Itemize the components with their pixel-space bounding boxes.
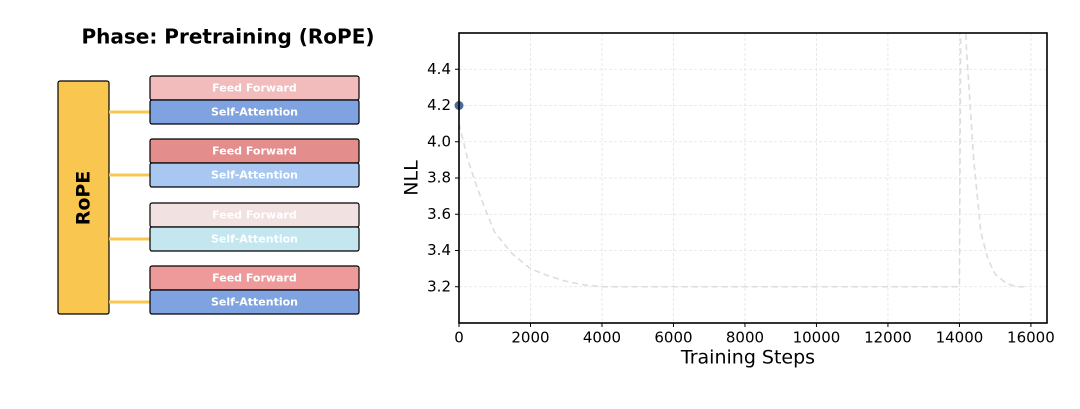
plot-frame [458, 32, 1048, 324]
x-tick-label: 6000 [654, 329, 692, 347]
loss-line [459, 33, 1028, 288]
layer-label: Self-Attention [211, 106, 298, 119]
layer-box [149, 99, 360, 125]
y-tick-label: 3.6 [427, 205, 451, 223]
side-box [57, 80, 110, 315]
y-axis-label: NLL [401, 160, 423, 196]
x-tick-label: 0 [454, 329, 464, 347]
x-tick-label: 12000 [864, 329, 912, 347]
layer-label: Self-Attention [211, 169, 298, 182]
layer-label: Feed Forward [212, 209, 297, 222]
layer-label: Self-Attention [211, 233, 298, 246]
y-tick-label: 3.8 [427, 169, 451, 187]
layer-label: Feed Forward [212, 82, 297, 95]
y-tick-label: 4.4 [427, 60, 451, 78]
x-tick-label: 10000 [793, 329, 841, 347]
layer-label: Feed Forward [212, 272, 297, 285]
layer-box [149, 289, 360, 315]
x-tick-label: 14000 [936, 329, 984, 347]
x-tick-label: 4000 [583, 329, 621, 347]
x-tick-label: 2000 [511, 329, 549, 347]
layer-label: Feed Forward [212, 145, 297, 158]
x-axis-label: Training Steps [680, 347, 815, 369]
x-tick-label: 16000 [1007, 329, 1055, 347]
y-tick-label: 4.0 [427, 132, 451, 150]
layer-box [149, 162, 360, 188]
diagram-title: Phase: Pretraining (RoPE) [81, 25, 374, 49]
side-label: RoPE [73, 171, 95, 226]
layer-box [149, 226, 360, 252]
y-tick-label: 4.2 [427, 96, 451, 114]
layer-label: Self-Attention [211, 296, 298, 309]
y-tick-label: 3.2 [427, 277, 451, 295]
y-tick-label: 3.4 [427, 241, 451, 259]
x-tick-label: 8000 [726, 329, 764, 347]
